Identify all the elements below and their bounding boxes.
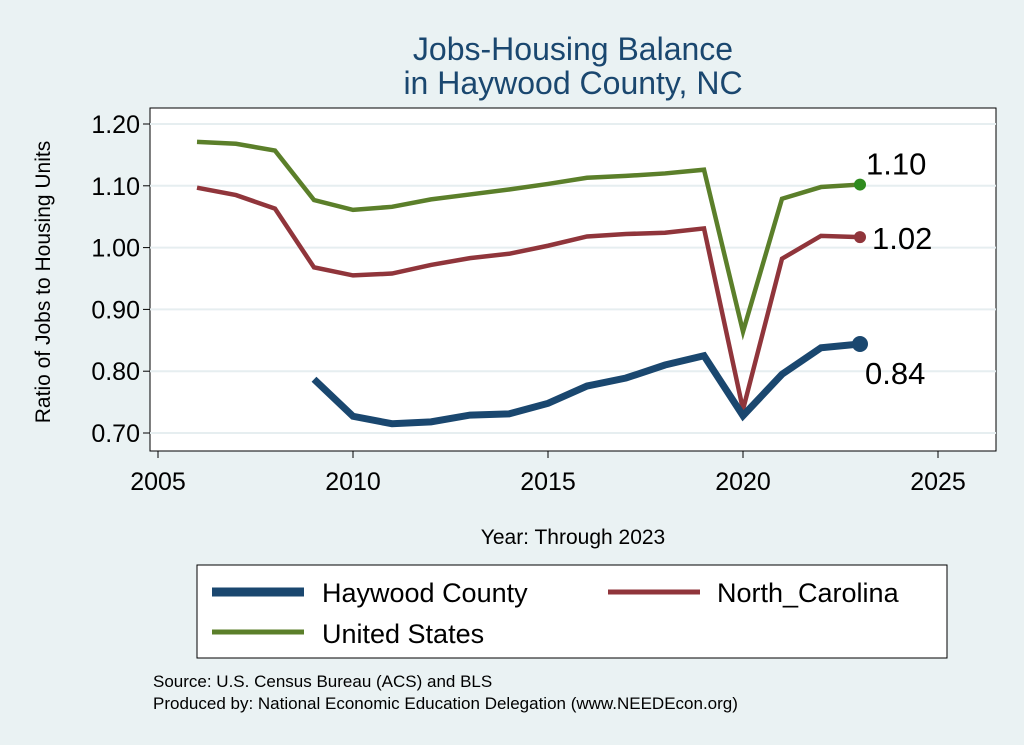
y-tick-label: 1.20 (91, 111, 140, 139)
gridlines (150, 123, 996, 434)
legend-label-united-states: United States (322, 619, 484, 649)
series-line-north-carolina (196, 185, 861, 411)
series-group: 1.10 1.02 0.84 (196, 139, 932, 428)
y-axis: 0.70 0.80 0.90 1.00 1.10 1.20 (91, 111, 150, 448)
legend-label-haywood: Haywood County (322, 578, 528, 608)
chart-title-line-1: Jobs-Housing Balance (413, 31, 733, 67)
end-label-north-carolina: 1.02 (872, 221, 932, 256)
end-label-haywood-county: 0.84 (865, 356, 925, 391)
y-axis-title: Ratio of Jobs to Housing Units (32, 141, 55, 423)
x-tick-label: 2005 (130, 468, 186, 496)
legend: Haywood County North_Carolina United Sta… (196, 564, 948, 659)
x-tick-label: 2015 (520, 468, 576, 496)
series-line-haywood-county (311, 340, 861, 428)
legend-label-north-carolina: North_Carolina (717, 578, 900, 608)
y-tick-label: 1.00 (91, 235, 140, 263)
produced-by-note: Produced by: National Economic Education… (153, 694, 738, 713)
y-tick-label: 0.90 (91, 296, 140, 324)
end-marker-united-states (854, 178, 866, 191)
end-label-united-states: 1.10 (866, 147, 926, 182)
x-tick-label: 2010 (325, 468, 381, 496)
x-tick-label: 2020 (715, 468, 771, 496)
y-tick-label: 1.10 (91, 173, 140, 201)
series-line-united-states (196, 139, 861, 341)
y-tick-label: 0.70 (91, 420, 140, 448)
x-axis-title: Year: Through 2023 (481, 526, 666, 549)
legend-box (196, 564, 948, 659)
end-marker-north-carolina (854, 231, 866, 244)
y-tick-label: 0.80 (91, 358, 140, 386)
source-note: Source: U.S. Census Bureau (ACS) and BLS (153, 672, 492, 691)
x-tick-label: 2025 (910, 468, 966, 496)
chart-title-line-2: in Haywood County, NC (403, 65, 742, 101)
end-marker-haywood-county (852, 336, 868, 353)
x-axis: 2005 2010 2015 2020 2025 (130, 451, 966, 496)
